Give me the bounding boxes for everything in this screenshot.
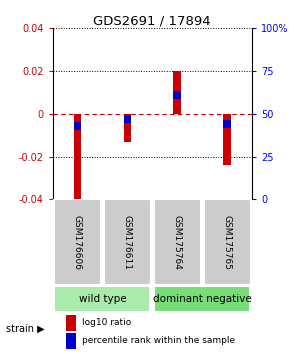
- Text: GSM176611: GSM176611: [123, 215, 132, 270]
- Text: log10 ratio: log10 ratio: [82, 318, 132, 327]
- Bar: [124, 115, 131, 123]
- Text: GSM175764: GSM175764: [173, 215, 182, 269]
- Bar: [204, 199, 250, 285]
- Bar: [104, 199, 151, 285]
- Bar: [54, 199, 101, 285]
- Title: GDS2691 / 17894: GDS2691 / 17894: [93, 14, 211, 27]
- Bar: [55, 286, 150, 312]
- Bar: [173, 91, 181, 99]
- Text: wild type: wild type: [79, 294, 126, 304]
- Bar: [173, 71, 181, 114]
- Bar: [223, 120, 231, 129]
- Text: GSM175765: GSM175765: [223, 215, 232, 270]
- Bar: [154, 199, 201, 285]
- Bar: [154, 286, 250, 312]
- Bar: [74, 121, 81, 130]
- Text: GSM176606: GSM176606: [73, 215, 82, 270]
- Bar: [74, 114, 81, 199]
- Text: percentile rank within the sample: percentile rank within the sample: [82, 336, 236, 345]
- Text: strain ▶: strain ▶: [6, 324, 45, 333]
- Bar: [67, 333, 76, 349]
- Text: dominant negative: dominant negative: [153, 294, 251, 304]
- Bar: [67, 314, 76, 331]
- Bar: [124, 114, 131, 142]
- Bar: [223, 114, 231, 165]
